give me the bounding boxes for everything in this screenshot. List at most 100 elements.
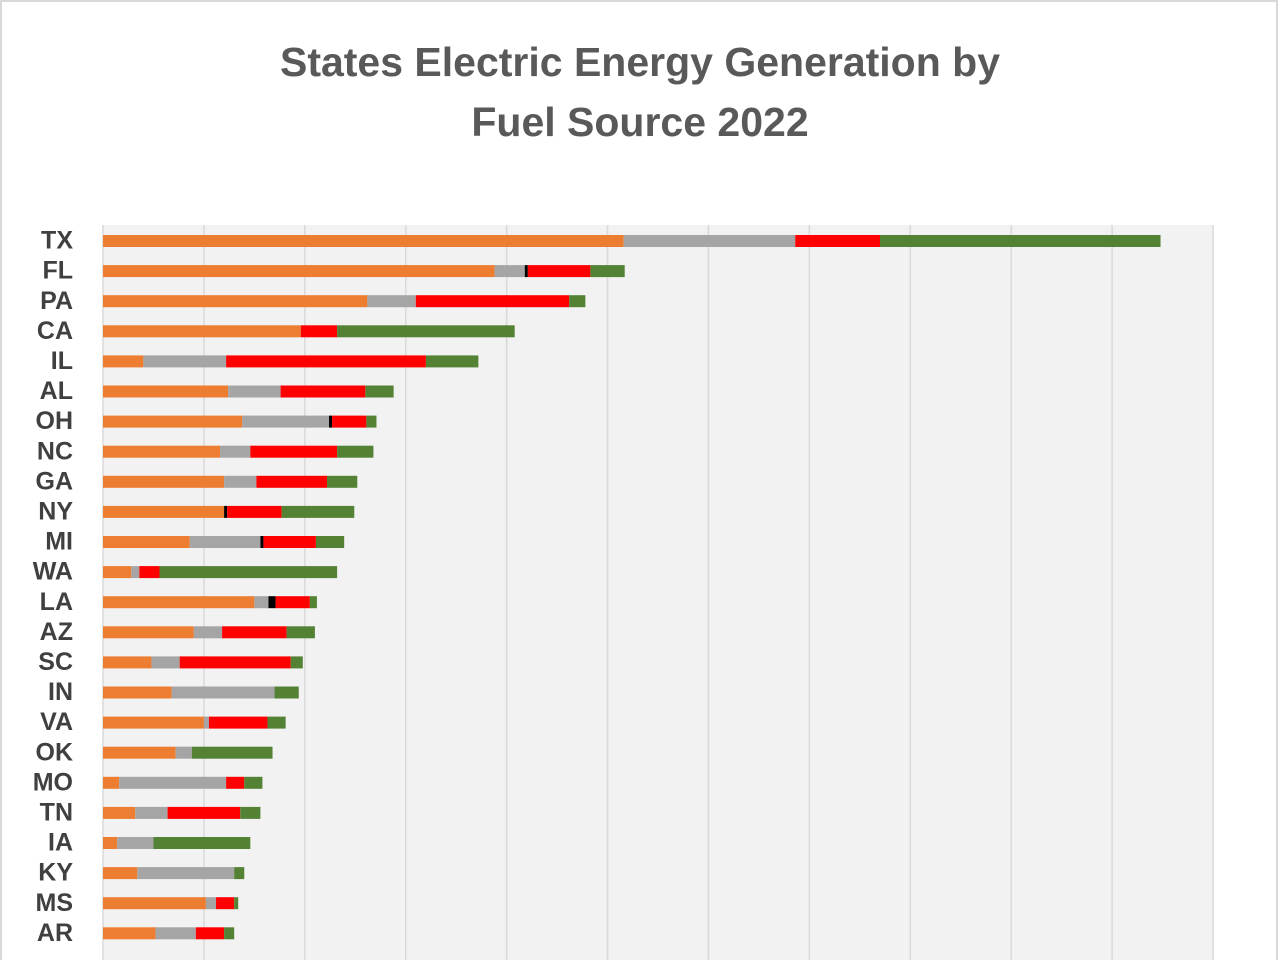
y-tick-label: AR [37, 919, 73, 947]
bar-segment [103, 415, 243, 428]
bar-segment [795, 235, 880, 247]
bar-segment [256, 475, 328, 488]
bar-segment [244, 776, 263, 789]
bar-segment [103, 927, 156, 940]
bar-segment [366, 415, 377, 428]
chart-title: States Electric Energy Generation by Fue… [279, 39, 1001, 145]
bar-segment [117, 837, 154, 849]
bar-segment [329, 415, 333, 428]
bar-segment [155, 927, 196, 940]
bar-segment [425, 355, 479, 368]
bar-segment [103, 897, 206, 910]
bar-segment [167, 806, 241, 819]
bar-segment [242, 415, 330, 428]
bar-segment [139, 566, 160, 579]
y-tick-label: LA [40, 588, 73, 616]
bar-segment [103, 475, 225, 488]
bar-segment [119, 776, 227, 789]
bar-segment [315, 536, 345, 548]
bar-segment [240, 806, 261, 819]
bar-segment [234, 897, 239, 910]
y-tick-label: FL [42, 257, 73, 285]
bar-segment [103, 536, 190, 548]
bar-segment [175, 746, 192, 759]
bar-segment [189, 536, 261, 548]
bar-segment [494, 265, 525, 278]
bar-segment [159, 566, 338, 579]
bar-segment [179, 656, 291, 669]
y-tick-label: AL [40, 377, 73, 405]
bar-segment [226, 355, 426, 368]
bar-segment [224, 505, 228, 518]
y-tick-label: MS [36, 889, 74, 917]
bar-segment [290, 656, 303, 669]
bar-segment [337, 445, 374, 458]
bar-segment [367, 295, 416, 308]
y-tick-label: NY [38, 498, 73, 526]
bar-segment [274, 686, 299, 699]
bar-segment [193, 626, 223, 639]
bar-segment [524, 265, 528, 278]
bar-segment [222, 626, 287, 639]
bar-segment [191, 746, 273, 759]
bar-segment [103, 837, 118, 849]
bar-segment [195, 927, 225, 940]
bar-segment [103, 265, 495, 278]
bar-segment [260, 536, 264, 548]
bar-segment [103, 505, 225, 518]
bar-segment [103, 716, 204, 729]
y-tick-label: NC [37, 437, 73, 465]
bar-segment [103, 355, 144, 368]
y-tick-label: KY [38, 859, 73, 887]
bar-segment [590, 265, 625, 278]
y-tick-label: MO [33, 768, 73, 796]
bar-segment [103, 686, 172, 699]
bar-segment [228, 385, 281, 398]
bar-segment [103, 806, 136, 819]
bar-segment [527, 265, 591, 278]
bar-segment [254, 596, 269, 609]
bar-segment [415, 295, 570, 308]
bar-segment [103, 235, 624, 247]
y-tick-label: IA [48, 829, 73, 857]
bar-segment [103, 867, 138, 880]
bar-segment [281, 505, 355, 518]
bar-segment [143, 355, 227, 368]
bar-segment [103, 325, 301, 338]
bar-segment [103, 626, 194, 639]
bar-segment [151, 656, 180, 669]
bar-segment [153, 837, 251, 849]
plot-area [103, 225, 1213, 960]
bar-segment [365, 385, 394, 398]
y-tick-label: WA [33, 558, 73, 586]
bar-segment [286, 626, 315, 639]
y-tick-label: MI [45, 528, 73, 556]
bar-segment [171, 686, 275, 699]
bar-segment [880, 235, 1161, 247]
bar-segment [623, 235, 796, 247]
bar-segment [103, 746, 176, 759]
bar-segment [103, 596, 255, 609]
y-tick-label: IN [48, 678, 73, 706]
bar-segment [226, 776, 245, 789]
bar-segment [268, 596, 276, 609]
y-tick-label: CA [37, 317, 73, 345]
bar-segment [103, 656, 152, 669]
bar-segment [203, 716, 209, 729]
y-tick-label: VA [40, 708, 73, 736]
bar-segment [220, 445, 251, 458]
bar-segment [234, 867, 245, 880]
bar-segment [332, 415, 367, 428]
y-tick-label: SC [38, 648, 73, 676]
bar-segment [569, 295, 586, 308]
bar-segment [103, 566, 132, 579]
bar-segment [227, 505, 282, 518]
y-tick-label: OH [36, 407, 74, 435]
bar-segment [337, 325, 515, 338]
bar-segment [205, 897, 217, 910]
bar-segment [263, 536, 316, 548]
bar-segment [103, 295, 368, 308]
bar-segment [250, 445, 338, 458]
